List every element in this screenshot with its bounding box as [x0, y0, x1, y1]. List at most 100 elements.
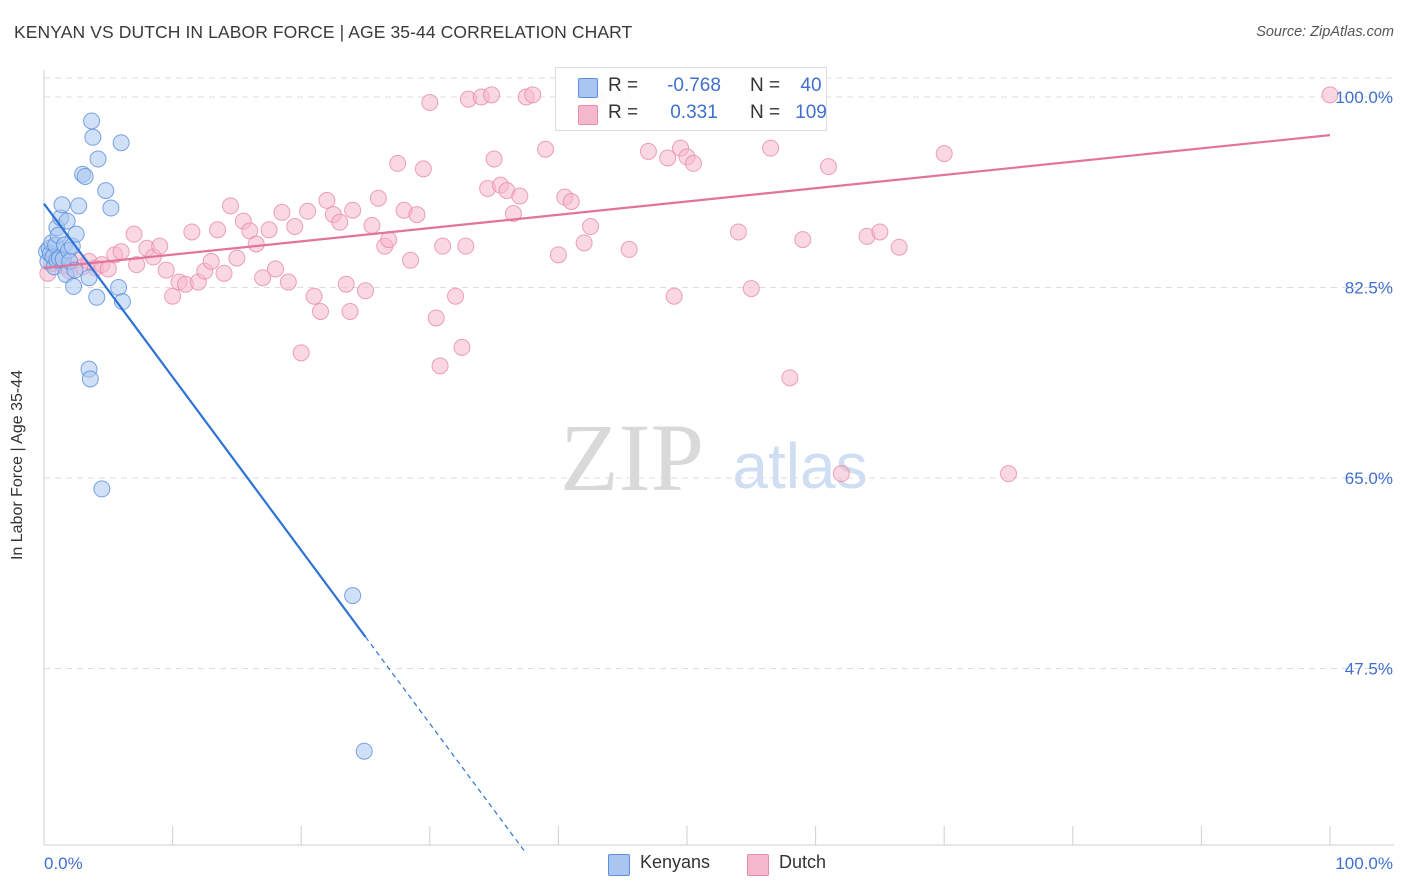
- kenyans-point: [70, 197, 88, 215]
- dutch-point: [164, 287, 182, 305]
- kenyans-point: [112, 134, 130, 152]
- dutch-point: [292, 344, 310, 362]
- dutch-point: [228, 249, 246, 267]
- dutch-point: [260, 221, 278, 239]
- dutch-point: [742, 280, 760, 298]
- dutch-point: [620, 240, 638, 258]
- dutch-point: [794, 231, 812, 249]
- r-label: R =: [608, 102, 639, 123]
- kenyans-point: [110, 279, 128, 296]
- dutch-point: [684, 154, 702, 172]
- y-tick-label: 65.0%: [1345, 469, 1393, 488]
- watermark-atlas: atlas: [732, 430, 867, 502]
- dutch-point: [369, 189, 387, 207]
- dutch-swatch: [578, 105, 598, 125]
- dutch-point: [549, 246, 567, 264]
- dutch-point: [511, 187, 529, 205]
- dutch-point: [221, 197, 239, 215]
- source-credit: Source: ZipAtlas.com: [1256, 24, 1394, 40]
- legend-dutch-label: Dutch: [779, 852, 827, 872]
- legend-dutch-swatch: [747, 854, 769, 876]
- dutch-point: [157, 261, 175, 279]
- dutch-point: [537, 140, 555, 158]
- dutch-point: [344, 201, 362, 219]
- r-value: 0.331: [670, 102, 718, 123]
- kenyans-point: [80, 269, 98, 287]
- dutch-point: [402, 251, 420, 269]
- dutch-point: [421, 93, 439, 111]
- dutch-point: [266, 260, 284, 278]
- kenyans-trend-extension: [365, 636, 527, 854]
- dutch-point: [781, 369, 799, 387]
- dutch-point: [357, 282, 374, 300]
- watermark-zip: ZIP: [560, 404, 704, 511]
- dutch-trend-line: [43, 134, 1331, 269]
- dutch-point: [935, 145, 953, 163]
- y-tick-label: 82.5%: [1345, 279, 1393, 298]
- dutch-point: [582, 218, 600, 236]
- dutch-point: [665, 287, 683, 305]
- dutch-point: [1321, 86, 1339, 104]
- tick-labels: 47.5% 65.0% 82.5% 100.0% 0.0% 100.0%: [44, 88, 1393, 873]
- dutch-point: [575, 234, 593, 252]
- dutch-point: [562, 193, 580, 211]
- dutch-point: [247, 235, 265, 253]
- kenyans-point: [84, 128, 102, 146]
- dutch-point: [504, 204, 522, 222]
- dutch-point: [389, 154, 407, 172]
- r-value: -0.768: [667, 75, 721, 96]
- dutch-point: [483, 86, 501, 104]
- dutch-point: [311, 302, 329, 320]
- x-tick-label: 0.0%: [44, 854, 83, 873]
- dutch-point: [1000, 465, 1017, 483]
- dutch-point: [299, 202, 317, 220]
- dutch-point: [331, 213, 349, 231]
- dutch-point: [447, 287, 465, 305]
- kenyans-point: [81, 370, 99, 388]
- kenyans-point: [89, 150, 107, 168]
- dutch-point: [427, 309, 445, 327]
- dutch-point: [729, 223, 747, 241]
- zipatlas-watermark: ZIP atlas: [560, 404, 868, 511]
- dutch-point: [254, 269, 272, 287]
- dutch-point: [890, 238, 908, 256]
- kenyans-point: [97, 182, 115, 200]
- axes: [43, 70, 1394, 846]
- kenyans-point: [53, 196, 71, 214]
- kenyans-point: [93, 480, 111, 498]
- dutch-point: [318, 191, 336, 209]
- dutch-point: [215, 264, 233, 282]
- n-value: 40: [800, 75, 822, 96]
- kenyans-point: [88, 288, 106, 306]
- dutch-point: [99, 260, 117, 278]
- r-label: R =: [608, 75, 639, 96]
- dutch-point: [209, 221, 227, 239]
- chart-title: KENYAN VS DUTCH IN LABOR FORCE | AGE 35-…: [14, 22, 633, 42]
- n-label: N =: [750, 102, 781, 123]
- dutch-point: [762, 139, 780, 157]
- kenyans-point: [58, 212, 76, 230]
- dutch-point: [819, 158, 837, 176]
- kenyans-points: [38, 112, 373, 760]
- y-tick-label: 100.0%: [1335, 88, 1393, 107]
- legend-kenyans-label: Kenyans: [640, 852, 711, 872]
- gridlines: [44, 77, 1394, 669]
- kenyans-point: [83, 112, 101, 130]
- dutch-point: [832, 465, 850, 483]
- kenyans-point: [67, 225, 85, 243]
- kenyans-point: [65, 277, 83, 295]
- dutch-point: [341, 302, 359, 320]
- legend-kenyans-swatch: [608, 854, 630, 876]
- dutch-point: [202, 252, 220, 270]
- correlation-stats-box: R = -0.768 N = 40 R = 0.331 N = 109: [555, 67, 827, 131]
- dutch-point: [273, 203, 291, 221]
- kenyans-point: [102, 199, 120, 217]
- kenyans-point: [355, 742, 373, 760]
- dutch-point: [659, 149, 677, 167]
- dutch-point: [524, 86, 542, 104]
- n-value: 109: [795, 102, 827, 123]
- dutch-point: [457, 237, 475, 255]
- dutch-point: [431, 357, 449, 375]
- kenyans-point: [344, 587, 362, 605]
